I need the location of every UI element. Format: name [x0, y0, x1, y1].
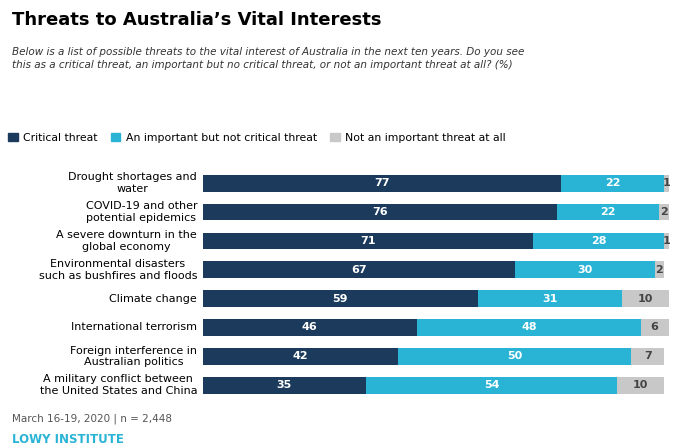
Bar	[631, 348, 664, 365]
Text: 50: 50	[507, 351, 523, 361]
Text: 31: 31	[542, 293, 557, 304]
Text: 71: 71	[360, 236, 376, 246]
Text: 10: 10	[633, 380, 649, 390]
Bar	[515, 262, 655, 278]
Text: LOWY INSTITUTE: LOWY INSTITUTE	[12, 433, 124, 444]
Bar	[203, 377, 365, 393]
Text: 42: 42	[293, 351, 308, 361]
Bar	[655, 262, 664, 278]
Bar	[203, 348, 398, 365]
Text: 1: 1	[662, 236, 670, 246]
Text: Drought shortages and
water: Drought shortages and water	[69, 172, 197, 194]
Bar	[641, 319, 668, 336]
Bar	[203, 262, 515, 278]
Text: Environmental disasters
such as bushfires and floods: Environmental disasters such as bushfire…	[38, 259, 197, 281]
Bar	[561, 175, 664, 191]
Text: 22: 22	[605, 178, 620, 188]
Bar	[622, 290, 668, 307]
Text: March 16-19, 2020 | n = 2,448: March 16-19, 2020 | n = 2,448	[12, 414, 172, 424]
Text: 10: 10	[638, 293, 653, 304]
Bar	[477, 290, 622, 307]
Text: 76: 76	[372, 207, 387, 217]
Text: A severe downturn in the
global economy: A severe downturn in the global economy	[56, 230, 197, 252]
Text: 2: 2	[655, 265, 663, 275]
Text: 7: 7	[644, 351, 651, 361]
Text: 77: 77	[374, 178, 390, 188]
Bar	[203, 233, 534, 249]
Text: 46: 46	[302, 322, 317, 333]
Text: 30: 30	[577, 265, 592, 275]
Text: A military conflict between
the United States and China: A military conflict between the United S…	[40, 374, 197, 396]
Bar	[203, 175, 561, 191]
Text: 54: 54	[484, 380, 499, 390]
Text: 59: 59	[333, 293, 348, 304]
Bar	[398, 348, 631, 365]
Bar	[618, 377, 664, 393]
Bar	[203, 290, 477, 307]
Text: 1: 1	[662, 178, 670, 188]
Text: Foreign interference in
Australian politics: Foreign interference in Australian polit…	[70, 345, 197, 367]
Text: 22: 22	[600, 207, 616, 217]
Text: 67: 67	[351, 265, 367, 275]
Text: 6: 6	[651, 322, 659, 333]
Text: International terrorism: International terrorism	[71, 322, 197, 333]
Text: Climate change: Climate change	[109, 293, 197, 304]
Bar	[203, 204, 556, 220]
Bar	[660, 204, 668, 220]
Text: 48: 48	[521, 322, 537, 333]
Text: Threats to Australia’s Vital Interests: Threats to Australia’s Vital Interests	[12, 11, 382, 29]
Bar	[203, 319, 417, 336]
Text: COVID-19 and other
potential epidemics: COVID-19 and other potential epidemics	[86, 201, 197, 223]
Bar	[556, 204, 660, 220]
Legend: Critical threat, An important but not critical threat, Not an important threat a: Critical threat, An important but not cr…	[8, 133, 506, 143]
Text: 35: 35	[277, 380, 292, 390]
Text: 28: 28	[591, 236, 607, 246]
Bar	[664, 175, 668, 191]
Text: 2: 2	[660, 207, 668, 217]
Bar	[365, 377, 618, 393]
Bar	[534, 233, 664, 249]
Text: Below is a list of possible threats to the vital interest of Australia in the ne: Below is a list of possible threats to t…	[12, 47, 525, 70]
Bar	[664, 233, 668, 249]
Bar	[417, 319, 641, 336]
